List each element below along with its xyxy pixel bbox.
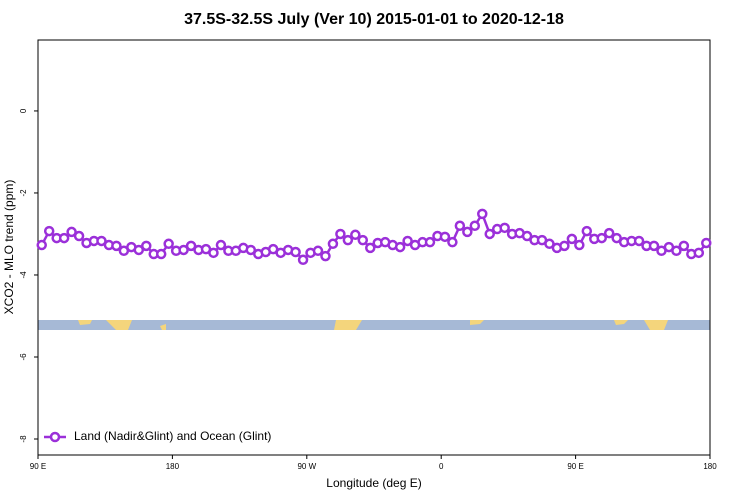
point — [163, 238, 174, 250]
point — [96, 235, 107, 247]
point — [566, 233, 578, 245]
point — [215, 239, 227, 251]
y-tick-label: -2 — [19, 189, 28, 197]
point — [678, 240, 690, 252]
point — [141, 240, 152, 252]
point — [701, 237, 712, 249]
point — [394, 241, 406, 253]
point — [484, 228, 495, 240]
point — [58, 232, 70, 244]
point — [43, 225, 55, 237]
point — [544, 238, 555, 250]
point — [178, 244, 189, 256]
point — [574, 239, 585, 251]
point — [357, 234, 369, 246]
x-tick-label: 180 — [703, 462, 717, 471]
point — [185, 240, 197, 252]
point — [454, 220, 466, 232]
point — [350, 229, 361, 241]
x-tick-label: 90 W — [297, 462, 316, 471]
x-tick-label: 90 E — [567, 462, 583, 471]
x-tick-label: 90 E — [30, 462, 46, 471]
point — [469, 220, 481, 232]
point — [73, 230, 85, 242]
point — [477, 208, 488, 220]
y-tick-label: -8 — [19, 435, 28, 443]
point — [342, 234, 354, 246]
point — [111, 240, 122, 252]
x-tick-label: 0 — [439, 462, 444, 471]
x-axis-label: Longitude (deg E) — [326, 476, 421, 490]
point — [633, 235, 645, 247]
y-axis-label: XCO2 - MLO trend (ppm) — [2, 180, 16, 315]
point — [439, 231, 451, 243]
point — [596, 232, 607, 244]
point — [648, 240, 660, 252]
y-tick-label: -4 — [19, 271, 28, 279]
legend-marker — [49, 431, 61, 443]
legend-label: Land (Nadir&Glint) and Ocean (Glint) — [74, 429, 271, 443]
point — [603, 227, 615, 239]
point — [312, 245, 324, 257]
point — [559, 240, 570, 252]
x-tick-label: 180 — [166, 462, 180, 471]
point — [499, 222, 510, 234]
point — [462, 226, 473, 238]
point — [447, 236, 458, 248]
chart-title: 37.5S-32.5S July (Ver 10) 2015-01-01 to … — [184, 11, 564, 28]
point — [693, 247, 705, 259]
y-tick-label: -6 — [19, 353, 28, 361]
point — [133, 244, 145, 256]
point — [671, 245, 682, 257]
point — [335, 228, 346, 240]
point — [66, 226, 77, 238]
point — [365, 242, 376, 254]
point — [402, 235, 413, 247]
point — [521, 230, 533, 242]
point — [290, 246, 301, 258]
point — [155, 248, 167, 260]
point — [611, 232, 622, 244]
point — [245, 244, 257, 256]
point — [327, 238, 339, 250]
point — [297, 254, 309, 266]
y-tick-label: 0 — [19, 108, 28, 113]
point — [424, 236, 436, 248]
point — [581, 225, 593, 237]
legend-entry: Land (Nadir&Glint) and Ocean (Glint) — [44, 429, 271, 443]
point — [208, 247, 219, 259]
point — [320, 250, 331, 262]
point — [36, 239, 47, 251]
map-strip — [38, 320, 710, 330]
